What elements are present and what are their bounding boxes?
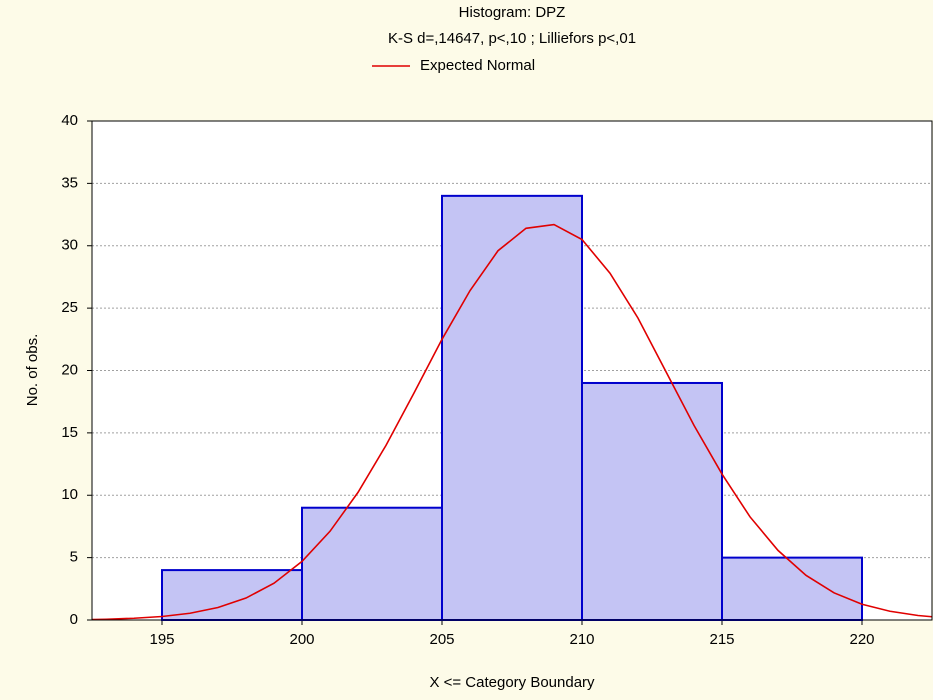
chart-subtitle: K-S d=,14647, p<,10 ; Lilliefors p<,01 bbox=[388, 30, 636, 47]
y-tick-label: 5 bbox=[70, 549, 78, 566]
y-tick-label: 40 bbox=[61, 112, 78, 129]
y-tick-label: 0 bbox=[70, 611, 78, 628]
y-tick-label: 20 bbox=[61, 361, 78, 378]
x-tick-label: 210 bbox=[569, 631, 594, 648]
bar bbox=[721, 556, 863, 621]
y-tick-label: 15 bbox=[61, 424, 78, 441]
legend-label: Expected Normal bbox=[420, 57, 535, 74]
y-axis-label: No. of obs. bbox=[24, 334, 41, 407]
x-tick-label: 205 bbox=[429, 631, 454, 648]
chart-title: Histogram: DPZ bbox=[459, 4, 566, 21]
y-tick-label: 30 bbox=[61, 237, 78, 254]
y-tick-label: 35 bbox=[61, 174, 78, 191]
normal-curve bbox=[91, 223, 933, 621]
y-tick-label: 10 bbox=[61, 486, 78, 503]
plot-frame bbox=[91, 120, 933, 621]
x-tick-label: 195 bbox=[149, 631, 174, 648]
bar bbox=[441, 194, 583, 621]
x-tick-label: 220 bbox=[849, 631, 874, 648]
x-tick-label: 215 bbox=[709, 631, 734, 648]
x-axis-label: X <= Category Boundary bbox=[429, 674, 595, 691]
bar bbox=[581, 381, 723, 621]
bar bbox=[301, 506, 443, 622]
x-tick-label: 200 bbox=[289, 631, 314, 648]
y-tick-label: 25 bbox=[61, 299, 78, 316]
